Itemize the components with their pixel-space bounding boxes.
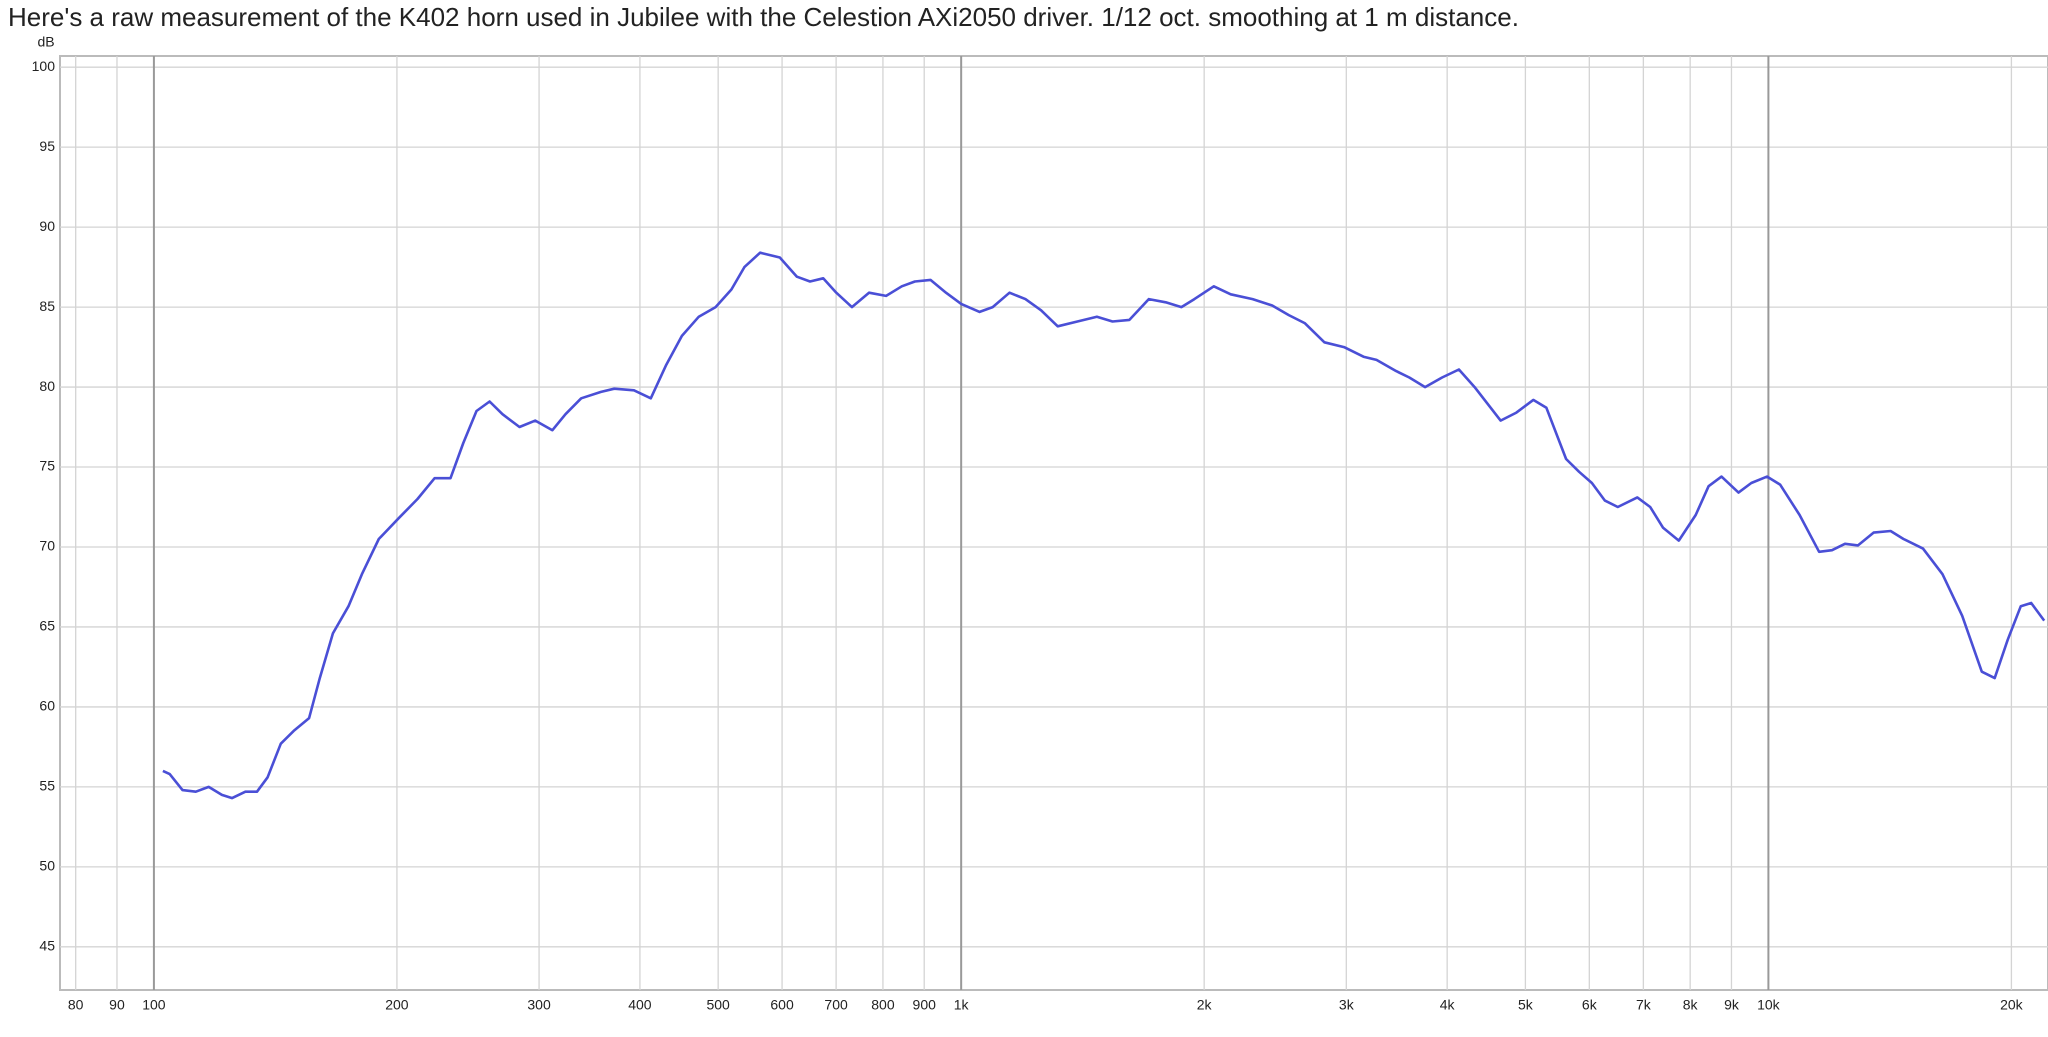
x-tick-label: 2k <box>1197 997 1213 1013</box>
plot-area <box>59 55 2048 991</box>
x-tick-label: 5k <box>1518 997 1534 1013</box>
x-tick-label: 20k <box>2000 997 2024 1013</box>
chart-title: Here's a raw measurement of the K402 hor… <box>8 2 1519 32</box>
y-tick-label: 45 <box>39 938 55 954</box>
x-tick-label: 3k <box>1339 997 1355 1013</box>
x-tick-label: 400 <box>628 997 652 1013</box>
y-tick-label: 50 <box>39 858 55 874</box>
y-tick-label: 55 <box>39 778 55 794</box>
y-tick-label: 95 <box>39 138 55 154</box>
y-tick-label: 65 <box>39 618 55 634</box>
x-tick-label: 90 <box>109 997 125 1013</box>
x-tick-label: 9k <box>1724 997 1740 1013</box>
x-tick-label: 500 <box>706 997 730 1013</box>
x-tick-label: 1k <box>954 997 970 1013</box>
x-tick-label: 800 <box>871 997 895 1013</box>
x-tick-label: 200 <box>385 997 409 1013</box>
x-tick-label: 4k <box>1440 997 1456 1013</box>
y-tick-label: 75 <box>39 458 55 474</box>
x-tick-label: 100 <box>142 997 166 1013</box>
x-tick-label: 7k <box>1636 997 1652 1013</box>
x-tick-label: 700 <box>824 997 848 1013</box>
x-tick-label: 10k <box>1757 997 1781 1013</box>
response-curve <box>162 251 2046 800</box>
x-tick-label: 600 <box>770 997 794 1013</box>
x-tick-label: 6k <box>1582 997 1598 1013</box>
x-tick-label: 900 <box>913 997 937 1013</box>
y-tick-label: 85 <box>39 298 55 314</box>
y-axis-label: dB <box>37 34 54 50</box>
y-tick-label: 80 <box>39 378 55 394</box>
x-tick-label: 8k <box>1683 997 1699 1013</box>
x-tick-label: 80 <box>68 997 84 1013</box>
y-tick-label: 70 <box>39 538 55 554</box>
y-tick-label: 60 <box>39 698 55 714</box>
y-tick-label: 90 <box>39 218 55 234</box>
x-tick-label: 300 <box>527 997 551 1013</box>
y-tick-label: 100 <box>32 58 56 74</box>
